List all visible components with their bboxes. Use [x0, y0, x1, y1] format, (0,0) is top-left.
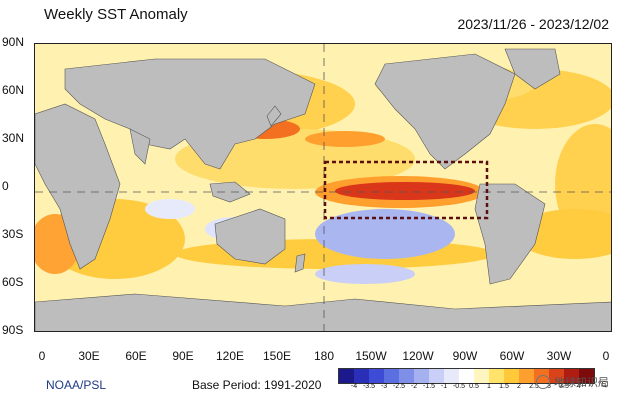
colorbar-tick-label: 0.5	[469, 383, 479, 390]
colorbar-tick-label: 2.5	[529, 383, 539, 390]
watermark: 地球知识局	[536, 374, 609, 390]
x-tick-label: 90W	[452, 349, 478, 363]
colorbar-tick-label: -2	[410, 383, 418, 390]
colorbar-tick-label: 1.5	[499, 383, 509, 390]
x-tick-label: 120W	[402, 349, 434, 363]
x-tick-label: 120E	[215, 349, 245, 363]
source-label: NOAA/PSL	[46, 378, 107, 392]
colorbar-swatch	[564, 369, 579, 383]
colorbar-swatch	[489, 369, 504, 383]
colorbar-tick-label: -4	[350, 383, 358, 390]
africa	[35, 103, 121, 270]
x-tick-label: 0	[602, 349, 610, 363]
colorbar-tick-label: -0.5	[452, 383, 466, 390]
colorbar-tick-label: 3	[547, 383, 551, 390]
colorbar-swatch	[444, 369, 459, 383]
y-tick-label: 90N	[2, 35, 25, 49]
colorbar-tick-label: -3.5	[362, 383, 376, 390]
maritime-continent	[209, 181, 251, 203]
y-tick-label: 90S	[2, 323, 24, 337]
colorbar-swatch	[354, 369, 369, 383]
x-tick-label: 60E	[125, 349, 147, 363]
y-tick-label: 30N	[2, 131, 25, 145]
colorbar-swatch	[399, 369, 414, 383]
land-masses	[35, 48, 611, 331]
x-tick-label: 150W	[355, 349, 387, 363]
colorbar-tick-label: 4	[577, 383, 581, 390]
colorbar-tick-label: 3.5	[559, 383, 569, 390]
colorbar-swatch	[549, 369, 564, 383]
x-tick-label: 150E	[262, 349, 292, 363]
colorbar-tick-label: -1	[440, 383, 448, 390]
y-tick-label: 60S	[2, 275, 24, 289]
y-tick-label: 60N	[2, 83, 25, 97]
colorbar-swatch	[504, 369, 519, 383]
colorbar-swatch	[369, 369, 384, 383]
colorbar-tick-label: -1.5	[422, 383, 436, 390]
x-tick-label: 0	[38, 349, 46, 363]
colorbar-swatch	[519, 369, 534, 383]
colorbar-swatch	[579, 369, 594, 383]
colorbar-tick-label: -2.5	[392, 383, 406, 390]
antarctica	[35, 293, 611, 331]
colorbar-swatch	[339, 369, 354, 383]
sst-map	[35, 44, 611, 331]
colorbar-tick-label: 2	[517, 383, 521, 390]
nino-region-box	[323, 160, 489, 220]
colorbar-swatch	[429, 369, 444, 383]
x-tick-label: 60W	[499, 349, 525, 363]
y-tick-label: 0	[2, 179, 9, 193]
map-frame	[34, 43, 612, 332]
date-range: 2023/11/26 - 2023/12/02	[457, 16, 609, 32]
eurasia	[64, 58, 316, 170]
x-tick-label: 30W	[546, 349, 572, 363]
colorbar-swatch	[414, 369, 429, 383]
colorbar-swatch	[474, 369, 489, 383]
x-tick-label: 30E	[78, 349, 100, 363]
colorbar-tick-label: 1	[487, 383, 491, 390]
greenland	[504, 48, 561, 90]
colorbar-swatch	[384, 369, 399, 383]
watermark-icon	[536, 375, 550, 389]
base-period: Base Period: 1991-2020	[192, 378, 322, 392]
australia	[214, 208, 286, 265]
colorbar-swatch	[459, 369, 474, 383]
y-tick-label: 30S	[2, 227, 24, 241]
south-america	[474, 183, 546, 285]
x-tick-label: 180	[313, 349, 335, 363]
india	[129, 128, 151, 165]
new-zealand	[294, 253, 306, 273]
japan	[266, 105, 282, 127]
watermark-text: 地球知识局	[554, 377, 609, 389]
colorbar-tick-label: -3	[380, 383, 388, 390]
x-tick-label: 90E	[172, 349, 194, 363]
unit-label: °C	[598, 380, 607, 389]
map-title: Weekly SST Anomaly	[44, 6, 188, 23]
